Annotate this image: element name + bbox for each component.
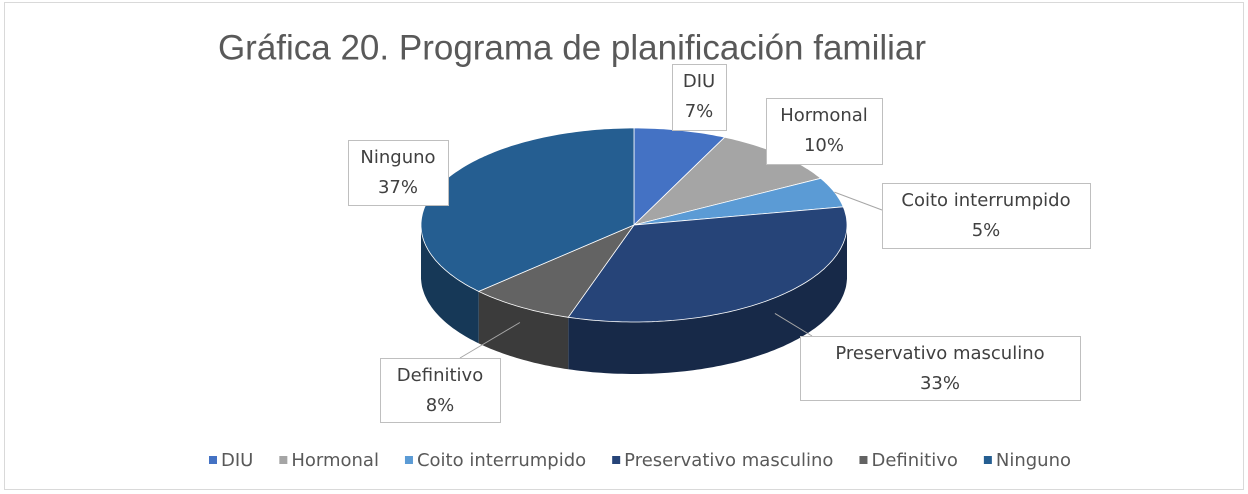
legend-marker [208, 456, 217, 464]
pie-slice [567, 206, 848, 323]
legend-label: Coito interrumpido [417, 450, 586, 471]
data-label-name: Definitivo [397, 365, 483, 386]
legend-marker [404, 456, 413, 464]
legend-marker [612, 456, 621, 464]
data-label-name: Hormonal [780, 105, 868, 126]
legend-label: Ninguno [996, 450, 1071, 471]
data-label-value: 33% [920, 373, 960, 394]
data-label-name: Ninguno [360, 147, 435, 168]
legend-marker [279, 456, 288, 464]
legend-label: DIU [221, 450, 253, 471]
data-label-name: Preservativo masculino [835, 343, 1044, 364]
data-label-box [380, 358, 501, 423]
data-label-name: Coito interrumpido [901, 190, 1070, 211]
leader-line [774, 312, 813, 337]
legend: DIU Hormonal Coito interrumpido Preservativ… [208, 450, 1071, 471]
data-label-value: 7% [685, 101, 714, 122]
data-label-value: 10% [804, 135, 844, 156]
data-label-value: 37% [378, 177, 418, 198]
data-label-value: 5% [972, 220, 1001, 241]
legend-label: Hormonal [291, 450, 379, 471]
legend-label: Definitivo [871, 450, 957, 471]
leader-line [834, 191, 883, 211]
legend-marker [983, 456, 992, 464]
pie-slice [477, 224, 636, 318]
data-label-box [800, 336, 1081, 401]
data-label-box [672, 64, 727, 131]
data-label-value: 8% [426, 395, 455, 416]
leader-line [459, 322, 521, 359]
chart-title: Gráfica 20. Programa de planificación fa… [218, 28, 926, 67]
data-label-box [882, 183, 1091, 249]
data-label-name: DIU [683, 71, 715, 92]
legend-label: Preservativo masculino [624, 450, 833, 471]
data-label-box [348, 140, 449, 206]
pie-slice-side [568, 225, 847, 374]
pie-slice-side [421, 225, 479, 344]
data-label-box [766, 98, 883, 165]
legend-marker [859, 456, 868, 464]
pie-slice-side [478, 291, 569, 370]
